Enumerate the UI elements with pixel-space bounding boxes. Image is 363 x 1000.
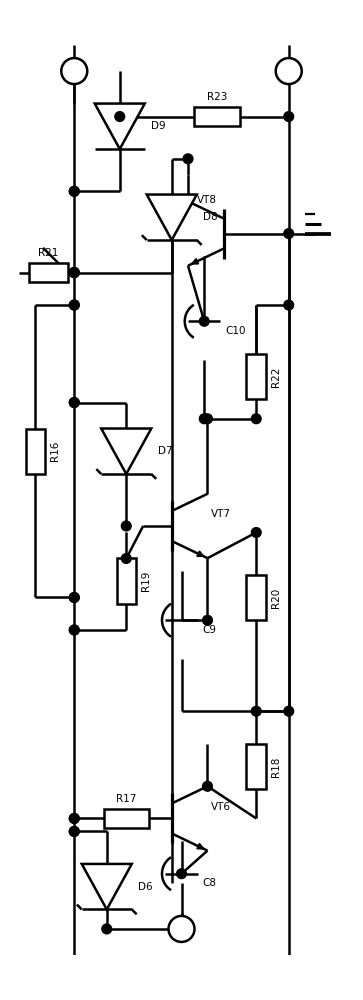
Circle shape xyxy=(115,112,125,121)
Text: R19: R19 xyxy=(141,571,151,591)
Text: VT7: VT7 xyxy=(211,509,231,519)
Text: R21: R21 xyxy=(38,248,58,258)
Circle shape xyxy=(69,186,79,196)
Polygon shape xyxy=(82,864,132,909)
Circle shape xyxy=(284,112,294,121)
Text: D8: D8 xyxy=(203,212,218,222)
Text: D7: D7 xyxy=(158,446,172,456)
Circle shape xyxy=(69,827,79,836)
Circle shape xyxy=(177,869,186,879)
Text: D6: D6 xyxy=(138,882,153,892)
Text: R22: R22 xyxy=(271,366,281,387)
Text: C9: C9 xyxy=(203,625,217,635)
Bar xyxy=(195,107,240,126)
Circle shape xyxy=(121,521,131,531)
Bar xyxy=(246,744,266,789)
Text: VT6: VT6 xyxy=(211,802,231,812)
Text: C10: C10 xyxy=(225,326,246,336)
Polygon shape xyxy=(101,429,151,474)
Circle shape xyxy=(69,398,79,407)
Circle shape xyxy=(251,414,261,424)
Text: D9: D9 xyxy=(151,121,166,131)
Circle shape xyxy=(121,554,131,563)
Circle shape xyxy=(69,300,79,310)
Circle shape xyxy=(61,58,87,84)
Circle shape xyxy=(69,814,79,823)
Circle shape xyxy=(69,268,79,277)
Circle shape xyxy=(102,924,112,934)
Bar xyxy=(117,558,136,604)
Bar xyxy=(246,575,266,620)
Text: R17: R17 xyxy=(116,794,136,804)
Circle shape xyxy=(199,414,209,424)
Circle shape xyxy=(69,625,79,635)
Text: R18: R18 xyxy=(271,756,281,777)
Bar xyxy=(25,429,45,474)
Circle shape xyxy=(251,706,261,716)
Text: C8: C8 xyxy=(203,878,217,888)
Circle shape xyxy=(284,300,294,310)
Circle shape xyxy=(284,706,294,716)
Circle shape xyxy=(69,814,79,823)
Circle shape xyxy=(69,827,79,836)
Circle shape xyxy=(69,625,79,635)
Circle shape xyxy=(203,414,212,424)
Circle shape xyxy=(199,316,209,326)
Bar xyxy=(29,263,68,282)
Text: VT8: VT8 xyxy=(197,195,217,205)
Circle shape xyxy=(69,398,79,407)
Circle shape xyxy=(168,916,195,942)
Bar xyxy=(103,809,149,828)
Circle shape xyxy=(203,781,212,791)
Polygon shape xyxy=(95,104,145,149)
Circle shape xyxy=(69,268,79,277)
Circle shape xyxy=(69,186,79,196)
Polygon shape xyxy=(147,195,197,240)
Circle shape xyxy=(203,615,212,625)
Circle shape xyxy=(183,154,193,164)
Circle shape xyxy=(251,528,261,537)
Bar xyxy=(246,354,266,399)
Text: R20: R20 xyxy=(271,587,281,608)
Circle shape xyxy=(69,268,79,277)
Circle shape xyxy=(276,58,302,84)
Text: R23: R23 xyxy=(207,92,228,102)
Circle shape xyxy=(69,593,79,602)
Circle shape xyxy=(284,229,294,238)
Circle shape xyxy=(69,300,79,310)
Circle shape xyxy=(69,593,79,602)
Text: R16: R16 xyxy=(50,441,60,461)
